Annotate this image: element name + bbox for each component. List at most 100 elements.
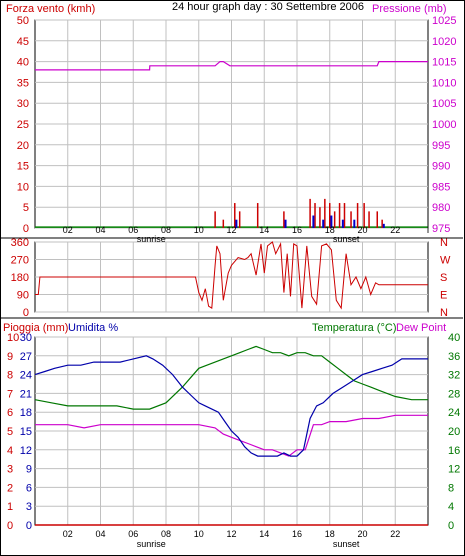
pressure-y-tick: 980 bbox=[432, 202, 450, 214]
humidity-y-tick: 27 bbox=[20, 351, 32, 363]
humidity-y-tick: 9 bbox=[26, 464, 32, 476]
wind-y-tick: 45 bbox=[17, 36, 29, 48]
temperature-y-tick: 8 bbox=[448, 482, 454, 494]
x-end-label: I bbox=[427, 225, 430, 235]
pressure-y-tick: 1010 bbox=[432, 77, 456, 89]
x-tick-label: 08 bbox=[161, 529, 171, 539]
rain-y-tick: 5 bbox=[7, 426, 13, 438]
humidity-y-tick: 3 bbox=[26, 501, 32, 513]
wind-y-tick: 0 bbox=[23, 223, 29, 235]
x-tick-label: 18 bbox=[325, 529, 335, 539]
wind-y-tick: 35 bbox=[17, 77, 29, 89]
temperature-y-tick: 20 bbox=[448, 426, 460, 438]
humidity-y-tick: 24 bbox=[20, 370, 32, 382]
x-tick-label: 10 bbox=[194, 529, 204, 539]
bottom-left-label-a: Pioggia (mm) bbox=[3, 322, 68, 334]
humidity-y-tick: 18 bbox=[20, 407, 32, 419]
x-tick-label: 14 bbox=[259, 225, 269, 235]
direction-y-tick: 0 bbox=[23, 307, 29, 319]
bottom-right-label-b: Dew Point bbox=[396, 322, 446, 334]
pressure-y-tick: 1020 bbox=[432, 36, 456, 48]
x-tick-label: 02 bbox=[63, 529, 73, 539]
temperature-y-tick: 16 bbox=[448, 445, 460, 457]
x-tick-label: 14 bbox=[259, 529, 269, 539]
sunrise-label: sunrise bbox=[137, 539, 166, 549]
pressure-y-tick: 1015 bbox=[432, 57, 456, 69]
temperature-y-tick: 28 bbox=[448, 388, 460, 400]
x-tick-label: 18 bbox=[325, 225, 335, 235]
temperature-y-tick: 36 bbox=[448, 351, 460, 363]
x-tick-label: 16 bbox=[292, 529, 302, 539]
temperature-y-tick: 4 bbox=[448, 501, 454, 513]
humidity-y-tick: 6 bbox=[26, 482, 32, 494]
pressure-y-tick: 985 bbox=[432, 181, 450, 193]
pressure-y-tick: 1005 bbox=[432, 98, 456, 110]
humidity-y-tick: 30 bbox=[20, 332, 32, 344]
compass-label: S bbox=[440, 272, 447, 284]
x-tick-label: 20 bbox=[357, 529, 367, 539]
pressure-y-tick: 1000 bbox=[432, 119, 456, 131]
direction-y-tick: 270 bbox=[11, 255, 29, 267]
x-tick-label: 08 bbox=[161, 225, 171, 235]
header-left-label: Forza vento (kmh) bbox=[6, 3, 95, 15]
direction-y-tick: 180 bbox=[11, 272, 29, 284]
direction-y-tick: 360 bbox=[11, 237, 29, 249]
x-tick-label: 12 bbox=[226, 225, 236, 235]
header-title: 24 hour graph day : 30 Settembre 2006 bbox=[172, 1, 364, 13]
humidity-line bbox=[34, 355, 428, 457]
rain-y-tick: 1 bbox=[7, 501, 13, 513]
compass-label: E bbox=[440, 290, 447, 302]
pressure-line bbox=[35, 60, 428, 71]
rain-y-tick: 7 bbox=[7, 388, 13, 400]
bottom-right-label-a: Temperatura (°C) bbox=[312, 322, 396, 334]
humidity-y-tick: 0 bbox=[26, 520, 32, 532]
temperature-y-tick: 40 bbox=[448, 332, 460, 344]
header-right-label: Pressione (mb) bbox=[372, 3, 447, 15]
wind-y-tick: 30 bbox=[17, 98, 29, 110]
temperature-y-tick: 0 bbox=[448, 520, 454, 532]
compass-label: W bbox=[440, 255, 451, 267]
sunset-label: sunset bbox=[333, 539, 360, 549]
compass-label: N bbox=[440, 307, 448, 319]
rain-y-tick: 6 bbox=[7, 407, 13, 419]
pressure-y-tick: 1025 bbox=[432, 15, 456, 27]
temperature-y-tick: 32 bbox=[448, 370, 460, 382]
x-tick-label: 20 bbox=[357, 225, 367, 235]
sunset-label: sunset bbox=[333, 234, 360, 244]
x-tick-label: 22 bbox=[390, 225, 400, 235]
pressure-y-tick: 995 bbox=[432, 140, 450, 152]
bottom-left-label-b: Umidita % bbox=[68, 322, 118, 334]
rain-y-tick: 4 bbox=[7, 445, 13, 457]
x-tick-label: 12 bbox=[226, 529, 236, 539]
temperature-y-tick: 12 bbox=[448, 464, 460, 476]
humidity-y-tick: 12 bbox=[20, 445, 32, 457]
x-tick-label: 04 bbox=[95, 529, 105, 539]
wind-y-tick: 10 bbox=[17, 181, 29, 193]
rain-y-tick: 2 bbox=[7, 482, 13, 494]
wind-y-tick: 15 bbox=[17, 161, 29, 173]
rain-y-tick: 9 bbox=[7, 351, 13, 363]
x-tick-label: 16 bbox=[292, 225, 302, 235]
wind-y-tick: 5 bbox=[23, 202, 29, 214]
humidity-y-tick: 15 bbox=[20, 426, 32, 438]
pressure-y-tick: 990 bbox=[432, 161, 450, 173]
wind-y-tick: 40 bbox=[17, 57, 29, 69]
humidity-y-tick: 21 bbox=[20, 388, 32, 400]
wind-y-tick: 25 bbox=[17, 119, 29, 131]
temperature-line bbox=[34, 345, 428, 410]
wind-y-tick: 50 bbox=[17, 15, 29, 27]
wind-y-tick: 20 bbox=[17, 140, 29, 152]
rain-y-tick: 10 bbox=[7, 332, 19, 344]
x-tick-label: 06 bbox=[128, 225, 138, 235]
dewpoint-line bbox=[35, 414, 428, 457]
rain-y-tick: 8 bbox=[7, 370, 13, 382]
pressure-y-tick: 975 bbox=[432, 223, 450, 235]
temperature-y-tick: 24 bbox=[448, 407, 460, 419]
compass-label: N bbox=[440, 237, 448, 249]
x-tick-label: 06 bbox=[128, 529, 138, 539]
x-tick-label: 02 bbox=[63, 225, 73, 235]
direction-line bbox=[35, 241, 428, 310]
x-tick-label: 10 bbox=[194, 225, 204, 235]
rain-y-tick: 0 bbox=[7, 520, 13, 532]
